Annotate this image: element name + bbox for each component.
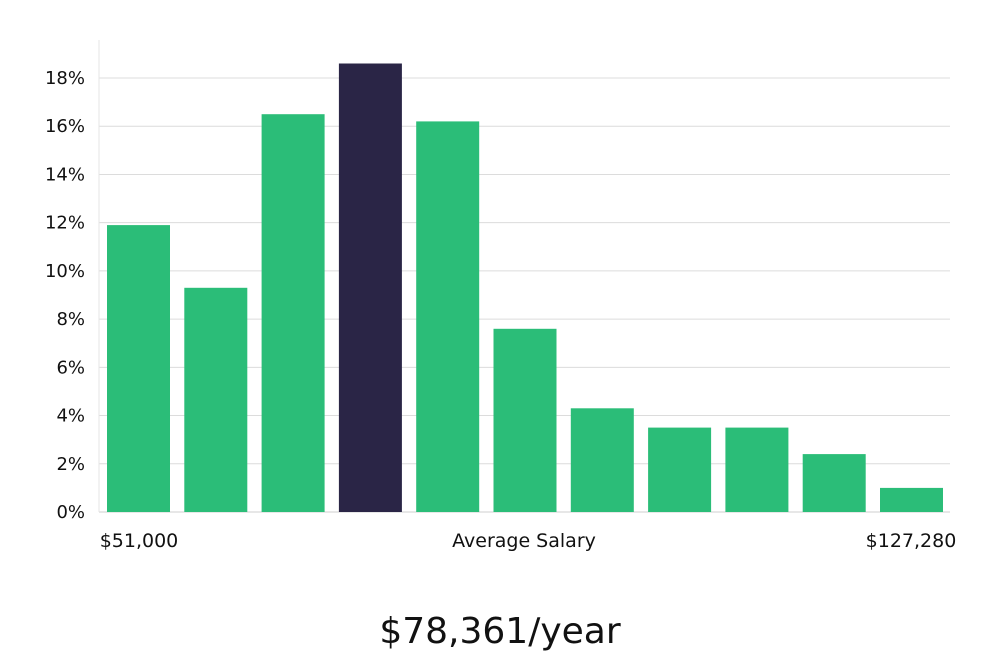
y-tick-label: 18% [45,68,85,89]
bar [107,225,170,512]
y-tick-label: 2% [56,454,85,475]
y-tick-label: 6% [56,357,85,378]
y-tick-label: 14% [45,164,85,185]
bar [725,427,789,512]
bar [880,487,943,512]
y-tick-label: 8% [56,309,85,330]
bar [493,328,557,512]
bar [261,114,325,512]
x-axis-title: Average Salary [452,530,596,552]
bar [184,287,248,512]
bar [802,454,866,512]
x-right-label: $127,280 [866,530,957,552]
y-tick-label: 16% [45,116,85,137]
bar [648,427,712,512]
bars [107,63,943,513]
y-tick-label: 10% [45,261,85,282]
x-left-label: $51,000 [100,530,179,552]
bar-highlighted [338,63,402,512]
bar [416,121,480,513]
y-tick-label: 12% [45,213,85,234]
salary-distribution-chart: 0% 2% 4% 6% 8% 10% 12% 14% 16% 18% $51,000 Averag… [45,40,957,552]
y-tick-label: 0% [56,502,85,523]
average-salary-value: $78,361/year [379,611,621,652]
y-tick-labels: 0% 2% 4% 6% 8% 10% 12% 14% 16% 18% [45,68,85,523]
bar [570,408,634,512]
y-tick-label: 4% [56,406,85,427]
